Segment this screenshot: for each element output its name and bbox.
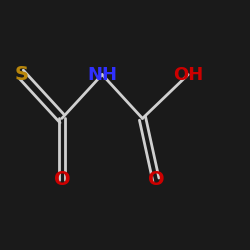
Text: O: O: [54, 170, 70, 189]
Text: S: S: [14, 65, 28, 84]
Text: NH: NH: [87, 66, 117, 84]
Text: O: O: [148, 170, 164, 189]
Text: OH: OH: [173, 66, 203, 84]
